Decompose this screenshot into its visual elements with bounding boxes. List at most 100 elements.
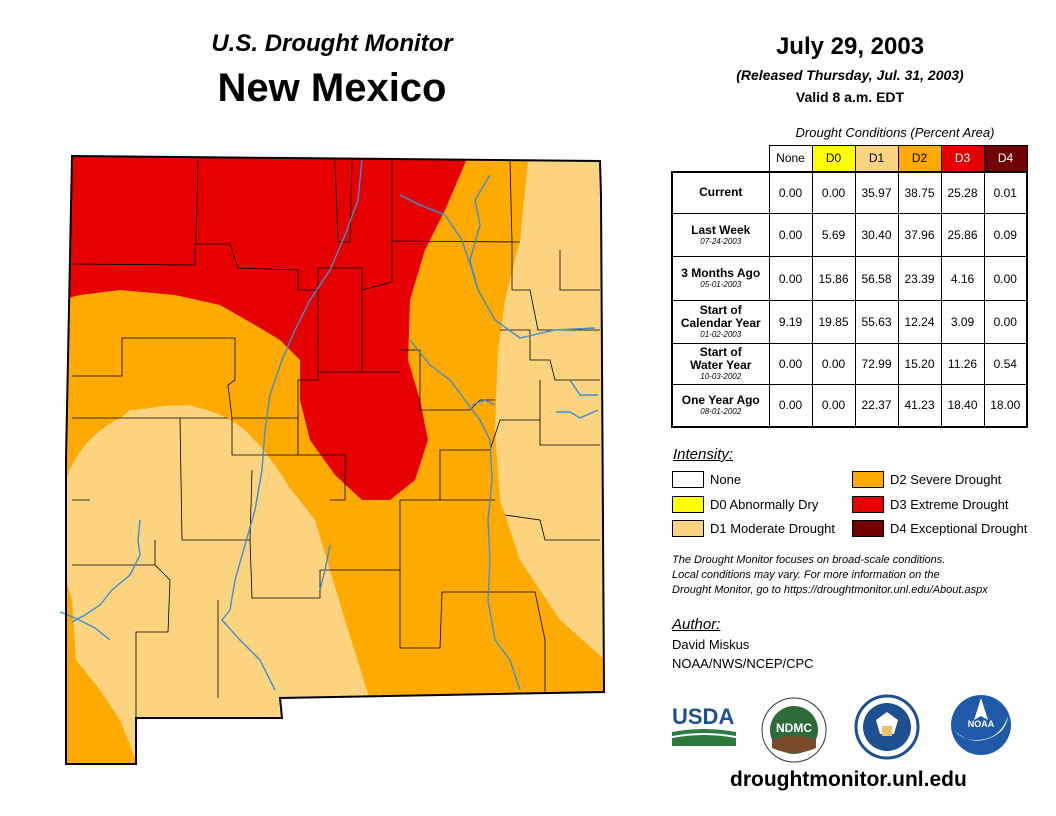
d1-west-area bbox=[66, 405, 355, 720]
legend-label: D2 Severe Drought bbox=[890, 471, 1002, 487]
legend-label: D3 Extreme Drought bbox=[890, 496, 1009, 512]
cell-none: 0.00 bbox=[768, 256, 813, 301]
d2-southwest-area bbox=[66, 560, 140, 764]
cell-none: 0.00 bbox=[768, 213, 813, 257]
legend-swatch bbox=[672, 519, 704, 537]
table-row: Current 0.00 0.00 35.97 38.75 25.28 0.01 bbox=[671, 171, 1028, 214]
cell-d4: 0.00 bbox=[983, 300, 1028, 344]
disclaimer-note: The Drought Monitor focuses on broad-sca… bbox=[672, 554, 988, 596]
author-name: David Miskus bbox=[672, 637, 750, 652]
legend-item-d1: D1 Moderate Drought bbox=[672, 519, 835, 537]
cell-d3: 4.16 bbox=[940, 256, 985, 301]
legend-item-d2: D2 Severe Drought bbox=[852, 470, 1001, 488]
cell-d2: 23.39 bbox=[897, 256, 942, 301]
col-header-d1: D1 bbox=[854, 145, 899, 172]
cell-d3: 25.86 bbox=[940, 213, 985, 257]
legend-item-none: None bbox=[672, 470, 741, 488]
cell-d2: 15.20 bbox=[897, 343, 942, 385]
cell-none: 9.19 bbox=[768, 300, 813, 344]
release-date: (Released Thursday, Jul. 31, 2003) bbox=[736, 67, 964, 83]
table-row: 3 Months Ago 05-01-2003 0.00 15.86 56.58 … bbox=[671, 256, 1028, 301]
legend-label: D0 Abnormally Dry bbox=[710, 496, 819, 512]
legend-item-d3: D3 Extreme Drought bbox=[852, 495, 1009, 513]
cell-d3: 3.09 bbox=[940, 300, 985, 344]
row-label: 3 Months Ago 05-01-2003 bbox=[671, 256, 770, 301]
svg-text:NOAA: NOAA bbox=[968, 719, 995, 729]
col-header-d0: D0 bbox=[811, 145, 856, 172]
d3-area bbox=[66, 156, 475, 500]
cell-d1: 22.37 bbox=[854, 384, 899, 427]
drought-conditions-table: None D0 D1 D2 D3 D4 Current 0.00 0.00 35… bbox=[671, 145, 1028, 428]
ndmc-logo: NDMC bbox=[761, 697, 827, 763]
cell-d3: 18.40 bbox=[940, 384, 985, 427]
cell-none: 0.00 bbox=[768, 343, 813, 385]
cell-d4: 0.01 bbox=[983, 171, 1028, 214]
cell-d1: 56.58 bbox=[854, 256, 899, 301]
col-header-d2: D2 bbox=[897, 145, 942, 172]
author-title: Author: bbox=[672, 616, 721, 633]
legend-label: D1 Moderate Drought bbox=[710, 520, 836, 536]
map-date: July 29, 2003 bbox=[775, 33, 925, 60]
legend-label: D4 Exceptional Drought bbox=[890, 520, 1028, 536]
row-label: One Year Ago 08-01-2002 bbox=[671, 384, 770, 427]
map-title-state: New Mexico bbox=[217, 66, 447, 110]
cell-d0: 0.00 bbox=[811, 384, 856, 427]
noaa-logo: NOAA bbox=[951, 695, 1011, 755]
cell-d4: 0.00 bbox=[983, 256, 1028, 301]
cell-d1: 72.99 bbox=[854, 343, 899, 385]
table-row: Start of Calendar Year 01-02-2003 9.19 19.… bbox=[671, 300, 1028, 344]
legend-swatch bbox=[672, 495, 704, 513]
cell-d3: 11.26 bbox=[940, 343, 985, 385]
d1-east-area bbox=[502, 156, 604, 660]
cell-d0: 5.69 bbox=[811, 213, 856, 257]
cell-d0: 19.85 bbox=[811, 300, 856, 344]
cell-d0: 0.00 bbox=[811, 171, 856, 214]
table-row: One Year Ago 08-01-2002 0.00 0.00 22.37 4… bbox=[671, 384, 1028, 427]
map-subtitle: U.S. Drought Monitor bbox=[211, 30, 453, 57]
legend-swatch bbox=[672, 470, 704, 488]
cell-d0: 15.86 bbox=[811, 256, 856, 301]
commerce-seal bbox=[854, 694, 920, 760]
row-label: Start of Water Year 10-03-2002 bbox=[671, 343, 770, 385]
cell-d2: 37.96 bbox=[897, 213, 942, 257]
cell-d0: 0.00 bbox=[811, 343, 856, 385]
table-caption: Drought Conditions (Percent Area) bbox=[795, 125, 995, 140]
usda-logo: USDA bbox=[672, 704, 736, 746]
table-row: Last Week 07-24-2003 0.00 5.69 30.40 37.9… bbox=[671, 213, 1028, 257]
valid-time: Valid 8 a.m. EDT bbox=[795, 89, 905, 105]
table-corner bbox=[672, 146, 769, 172]
legend-title: Intensity: bbox=[673, 446, 734, 463]
county-boundaries bbox=[71, 159, 600, 718]
legend-item-d0: D0 Abnormally Dry bbox=[672, 495, 818, 513]
cell-d4: 0.54 bbox=[983, 343, 1028, 385]
cell-d2: 41.23 bbox=[897, 384, 942, 427]
svg-text:NDMC: NDMC bbox=[776, 721, 812, 735]
cell-d4: 0.09 bbox=[983, 213, 1028, 257]
row-label: Start of Calendar Year 01-02-2003 bbox=[671, 300, 770, 344]
col-header-d4: D4 bbox=[983, 145, 1028, 172]
author-org: NOAA/NWS/NCEP/CPC bbox=[672, 656, 814, 671]
rivers bbox=[59, 159, 599, 691]
col-header-none: None bbox=[768, 145, 813, 172]
cell-none: 0.00 bbox=[768, 384, 813, 427]
website-url: droughtmonitor.unl.edu bbox=[730, 768, 967, 791]
legend-label: None bbox=[710, 471, 742, 487]
cell-d1: 30.40 bbox=[854, 213, 899, 257]
row-label: Current bbox=[671, 171, 770, 214]
row-label: Last Week 07-24-2003 bbox=[671, 213, 770, 257]
table-row: Start of Water Year 10-03-2002 0.00 0.00 7… bbox=[671, 343, 1028, 385]
state-outline bbox=[65, 154, 606, 765]
cell-d1: 55.63 bbox=[854, 300, 899, 344]
cell-none: 0.00 bbox=[768, 171, 813, 214]
legend-swatch bbox=[852, 519, 884, 537]
cell-d3: 25.28 bbox=[940, 171, 985, 214]
cell-d2: 38.75 bbox=[897, 171, 942, 214]
cell-d2: 12.24 bbox=[897, 300, 942, 344]
legend-swatch bbox=[852, 495, 884, 513]
svg-text:USDA: USDA bbox=[672, 704, 734, 729]
legend-swatch bbox=[852, 470, 884, 488]
cell-d4: 18.00 bbox=[983, 384, 1028, 427]
cell-d1: 35.97 bbox=[854, 171, 899, 214]
col-header-d3: D3 bbox=[940, 145, 985, 172]
